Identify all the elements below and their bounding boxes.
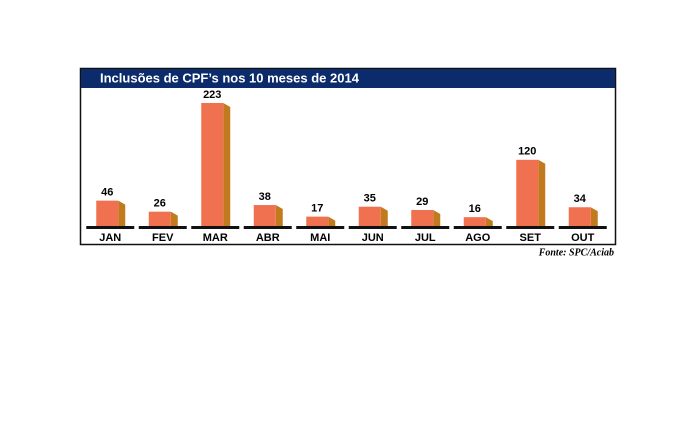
data-label: 46 [101, 187, 113, 199]
x-tick-label: SET [520, 232, 542, 244]
x-tick-label: JUL [415, 232, 436, 244]
bar-side [118, 200, 126, 226]
bar-side [433, 210, 441, 226]
bar [253, 205, 276, 226]
bar-side [275, 205, 283, 226]
title-bar [81, 69, 615, 88]
x-tick-label: OUT [571, 232, 595, 244]
chart-frame [79, 67, 617, 246]
x-tick-label: ABR [256, 232, 280, 244]
category-underline [401, 226, 450, 229]
category-underline [453, 226, 502, 229]
category-underline [506, 226, 555, 229]
bar [96, 200, 119, 226]
x-tick-label: JAN [99, 232, 121, 244]
data-label: 35 [364, 193, 376, 205]
x-tick-label: AGO [465, 232, 491, 244]
bar-side [590, 207, 598, 226]
category-underline [191, 226, 240, 229]
bar [148, 211, 171, 226]
x-tick-label: MAI [310, 232, 330, 244]
x-tick-label: JUN [362, 232, 384, 244]
category-underline [348, 226, 397, 229]
data-label: 223 [203, 89, 221, 101]
data-label: 17 [311, 203, 323, 215]
bar-side [538, 159, 546, 226]
data-label: 38 [259, 191, 271, 203]
category-underline [296, 226, 345, 229]
bar [516, 159, 539, 226]
category-underline [86, 226, 135, 229]
x-tick-label: MAR [203, 232, 228, 244]
category-underline [243, 226, 292, 229]
data-label: 26 [154, 198, 166, 210]
bar-side [223, 103, 231, 226]
bar [463, 217, 486, 226]
source-note: Fonte: SPC/Aciab [538, 247, 614, 258]
bar [411, 210, 434, 226]
data-label: 29 [416, 196, 428, 208]
bar [568, 207, 591, 226]
data-label: 16 [469, 203, 481, 215]
bar [201, 103, 224, 226]
data-label: 120 [518, 146, 536, 158]
data-label: 34 [574, 193, 587, 205]
bar [358, 206, 381, 226]
bar-side [380, 206, 388, 226]
bar-side [170, 211, 178, 226]
bar [306, 216, 329, 226]
bar-side [485, 217, 493, 226]
category-underline [558, 226, 607, 229]
x-tick-label: FEV [152, 232, 174, 244]
chart-title: Inclusões de CPF’s nos 10 meses de 2014 [100, 70, 360, 85]
bar-side [328, 216, 336, 226]
category-underline [138, 226, 187, 229]
